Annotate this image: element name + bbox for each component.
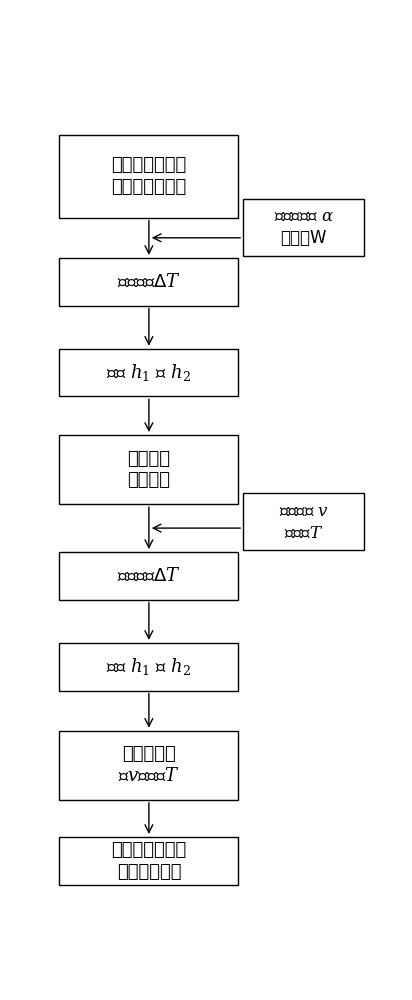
Bar: [243, 493, 365, 550]
Text: 不同高宽比 $\alpha$: 不同高宽比 $\alpha$: [274, 207, 334, 225]
Text: 确定最优流: 确定最优流: [122, 745, 176, 763]
Text: 通道冷板参数: 通道冷板参数: [117, 863, 181, 881]
Text: 与温度$T$: 与温度$T$: [284, 524, 323, 542]
Bar: [59, 837, 238, 885]
Text: 速$v$与温度$T$: 速$v$与温度$T$: [118, 767, 180, 785]
Text: 确定最优: 确定最优: [127, 450, 171, 468]
Bar: [59, 258, 238, 306]
Text: 几何参数: 几何参数: [127, 471, 171, 489]
Bar: [59, 435, 238, 504]
Text: 与宽度W: 与宽度W: [281, 229, 327, 247]
Text: 计算 $h_1$ 和 $h_2$: 计算 $h_1$ 和 $h_2$: [106, 656, 192, 677]
Bar: [59, 135, 238, 218]
Text: 却液有限元模型: 却液有限元模型: [111, 178, 187, 196]
Text: 微通道冷板及冷: 微通道冷板及冷: [111, 156, 187, 174]
Text: 计算温差Δ$T$: 计算温差Δ$T$: [117, 273, 181, 291]
Bar: [59, 552, 238, 600]
Text: 计算 $h_1$ 和 $h_2$: 计算 $h_1$ 和 $h_2$: [106, 362, 192, 383]
Text: 确定最优矩形微: 确定最优矩形微: [111, 841, 187, 859]
Bar: [243, 199, 365, 256]
Text: 计算温差Δ$T$: 计算温差Δ$T$: [117, 567, 181, 585]
Bar: [59, 349, 238, 396]
Text: 不同流速 $v$: 不同流速 $v$: [279, 502, 329, 520]
Bar: [59, 731, 238, 800]
Bar: [59, 643, 238, 691]
